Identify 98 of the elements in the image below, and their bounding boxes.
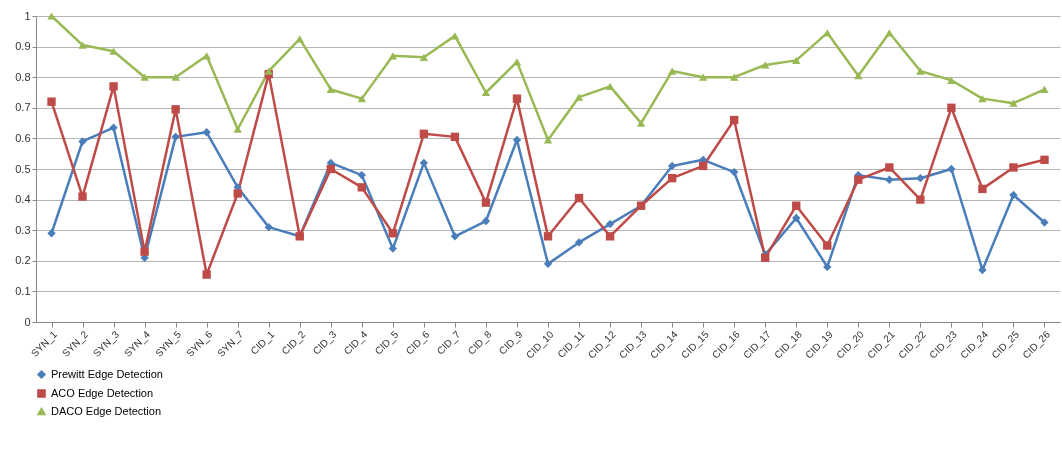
point [1040,155,1049,164]
point [667,161,677,171]
point [574,93,584,101]
point [667,174,677,183]
point [792,201,801,210]
point [543,232,553,241]
point [761,61,770,69]
point [823,241,832,250]
point [481,198,491,207]
point [512,58,522,66]
y-tick-label: 0.5 [15,162,31,175]
y-tick-label: 0.4 [15,193,31,206]
point [481,216,491,226]
point [1040,218,1049,227]
point [854,72,863,80]
point [109,82,118,91]
y-tick-label: 0.2 [15,254,31,267]
point [202,52,211,60]
point [233,125,242,133]
point [978,95,987,103]
point [885,175,894,184]
point [357,170,366,180]
point [388,229,398,238]
point [823,262,832,272]
point [419,158,429,168]
point [233,189,242,198]
point [47,12,56,20]
point [512,94,522,103]
legend-label: Prewitt Edge Detection [51,367,163,380]
point [388,244,398,253]
point [543,136,553,144]
point [1009,163,1018,172]
point [47,229,56,238]
legend-label: DACO Edge Detection [51,404,162,417]
point [47,97,56,106]
y-tick-label: 0.9 [15,40,31,53]
point [1009,190,1018,200]
point [1040,85,1049,94]
point [326,85,335,94]
point [605,82,615,90]
y-tick-label: 0.3 [15,223,31,236]
point [792,213,801,223]
point [1009,99,1018,107]
point [605,219,615,229]
y-tick-label: 0 [24,315,31,328]
point [667,67,677,75]
y-tick-label: 0.6 [15,131,31,144]
point [171,73,180,81]
y-tick-label: 0.8 [15,70,31,83]
point [357,95,366,103]
point [388,52,398,60]
point [450,32,460,40]
point [730,115,739,125]
point [78,192,87,201]
point [854,175,863,184]
point [947,164,956,174]
point [171,105,180,114]
point [574,193,584,203]
point [264,67,273,75]
point [947,103,956,112]
point [109,123,118,132]
point [202,128,211,137]
point [450,132,460,142]
point [730,167,739,177]
point [543,259,553,269]
point [109,47,118,55]
y-tick-label: 1 [24,9,31,22]
point [978,184,987,194]
legend-label: ACO Edge Detection [51,386,154,399]
point [450,232,460,241]
y-tick-label: 0.7 [15,101,31,114]
point [698,161,708,171]
point [419,53,429,61]
point [916,67,925,75]
point [916,174,925,183]
point [574,238,584,247]
point [605,232,615,241]
point [885,163,894,172]
point [140,73,149,81]
y-tick-label: 0.1 [15,284,31,297]
point [264,222,273,232]
point [202,270,211,279]
point [698,73,708,81]
point [419,129,429,138]
point [792,56,801,64]
point [326,164,335,174]
point [171,132,180,142]
point [916,195,925,204]
point [78,137,87,146]
point [295,35,304,43]
point [357,183,366,192]
point [636,119,646,127]
point [730,73,739,81]
point [78,41,87,49]
point [481,88,491,97]
point [140,247,149,256]
point [978,265,987,275]
point [947,76,956,84]
